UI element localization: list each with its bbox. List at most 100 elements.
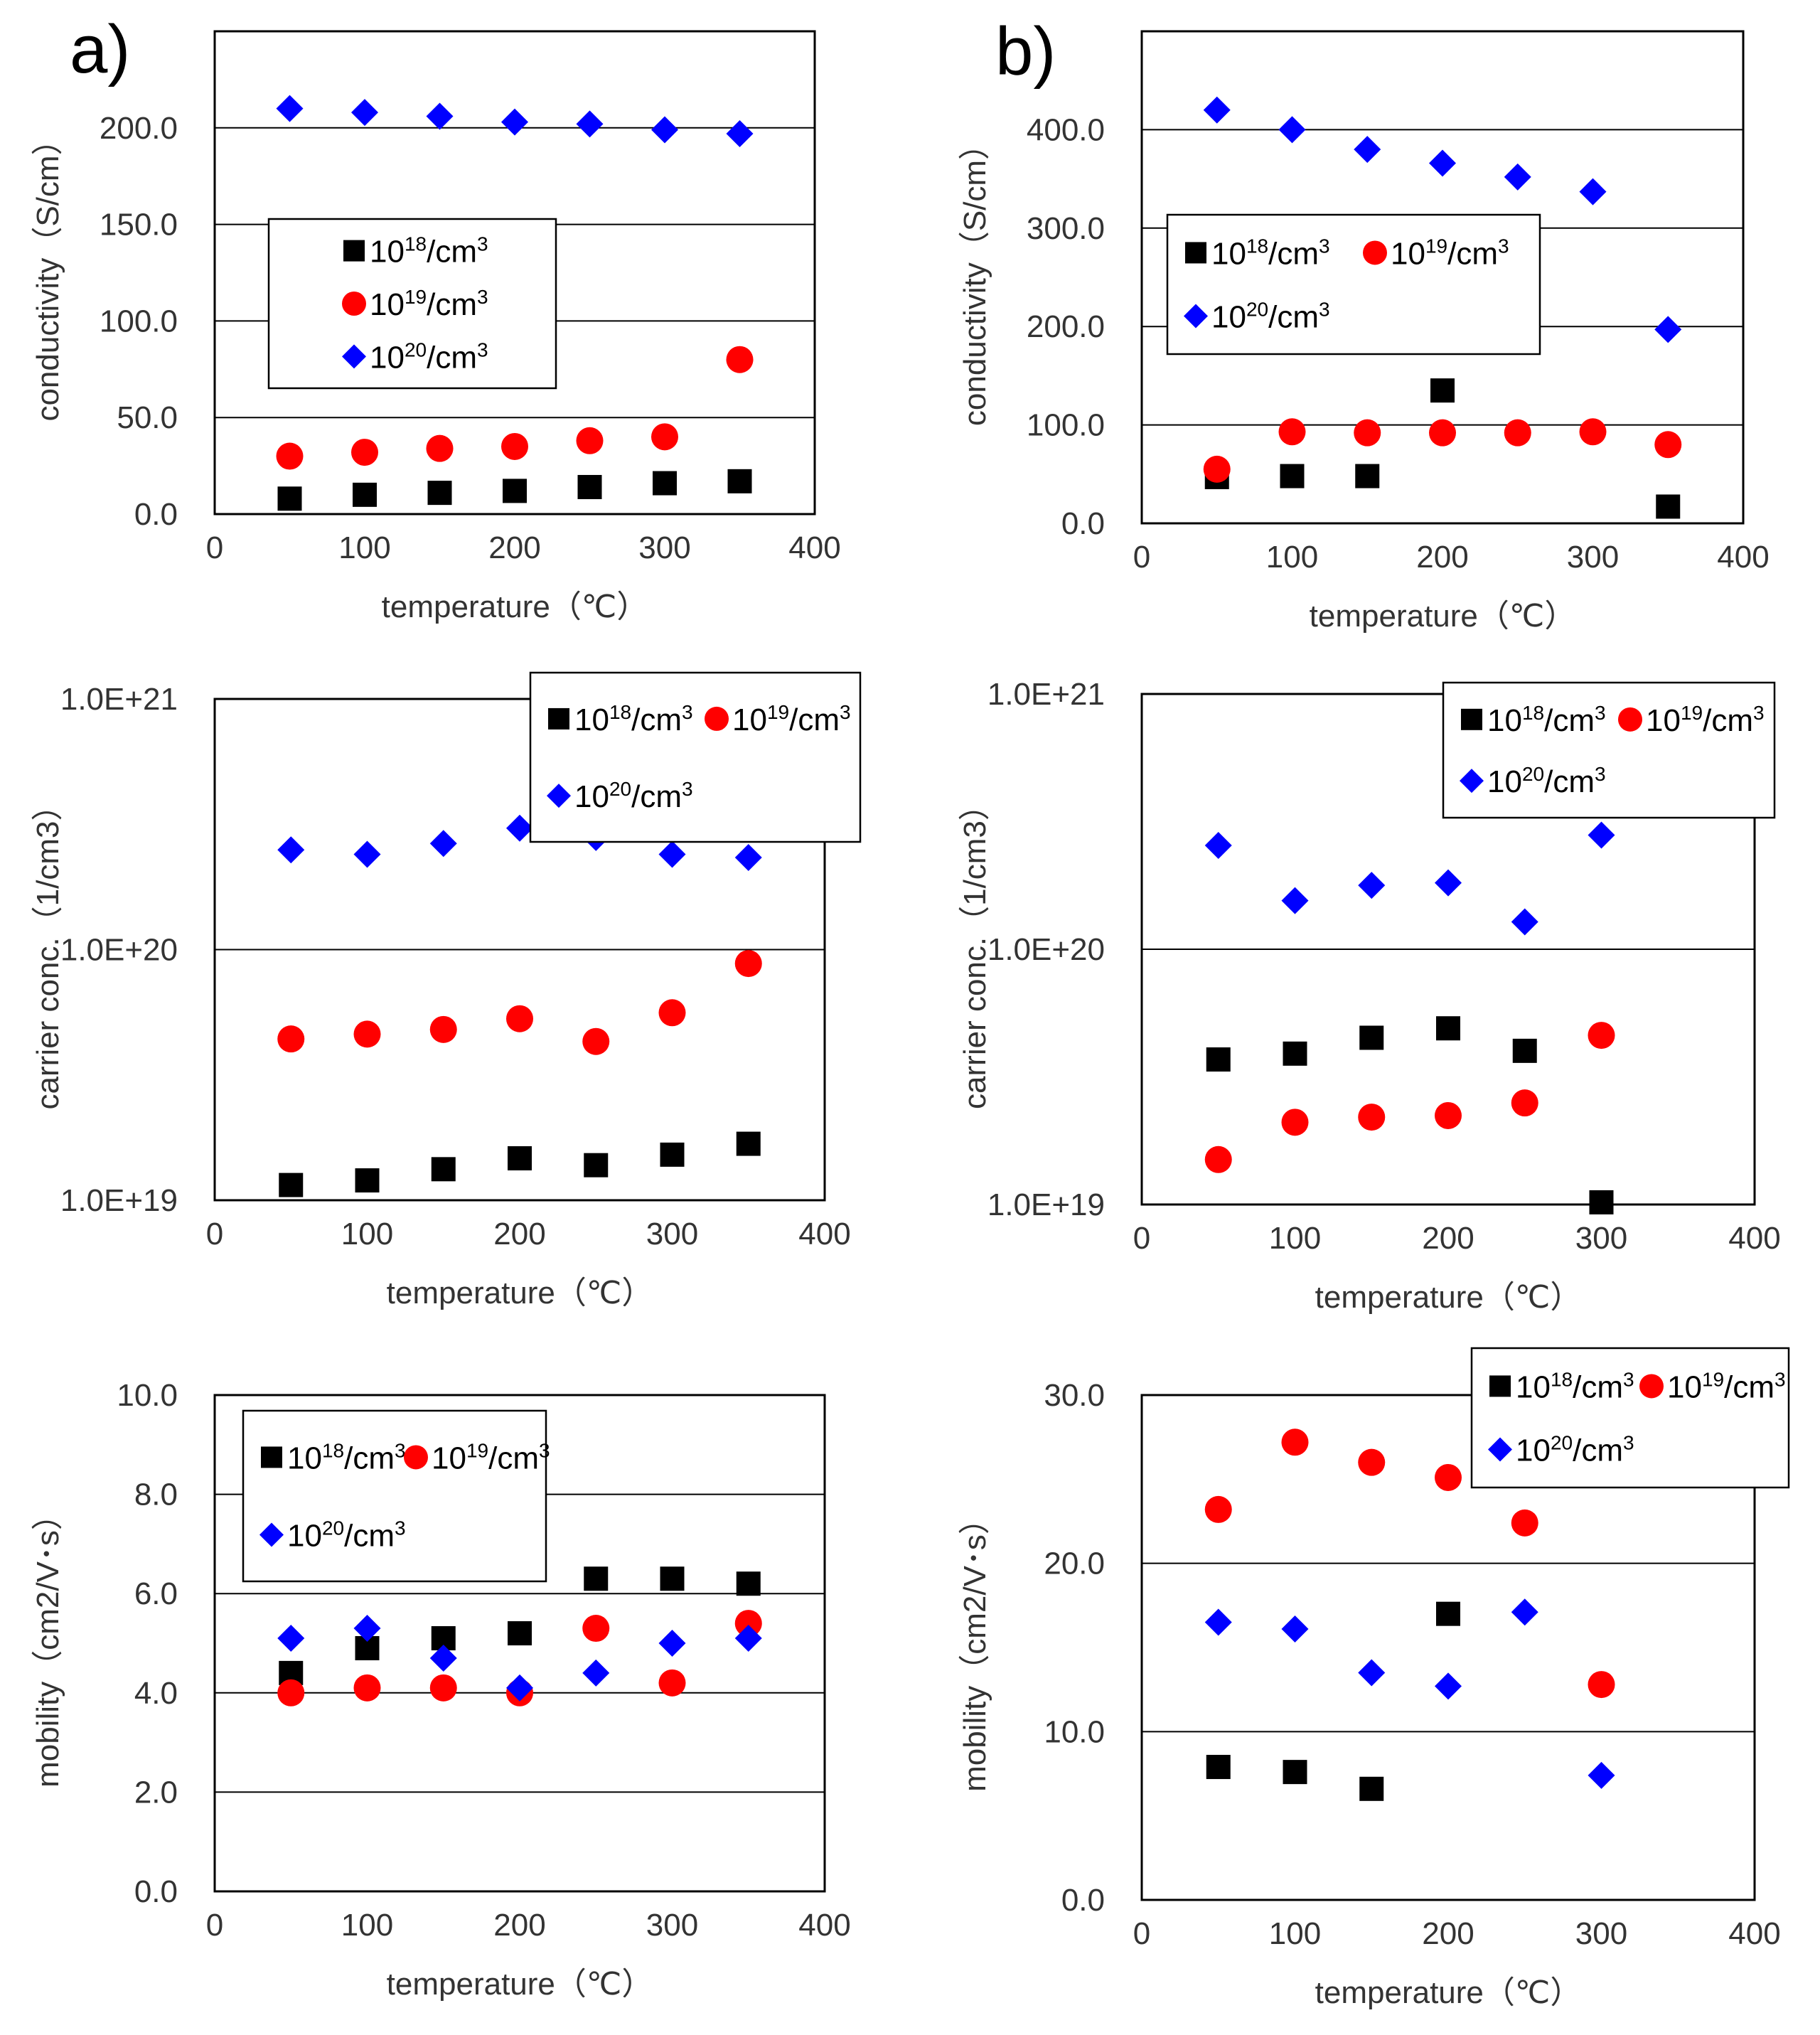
data-point: [658, 999, 686, 1027]
data-point: [1281, 887, 1309, 914]
y-tick-label: 400.0: [1027, 112, 1105, 147]
x-tick-label: 200: [1422, 1916, 1474, 1951]
data-point: [1512, 1038, 1537, 1063]
data-point: [734, 1610, 762, 1638]
series-diamond: [277, 1615, 762, 1702]
data-point: [584, 1153, 609, 1177]
series-circle: [277, 950, 762, 1055]
data-point: [501, 108, 528, 136]
data-point: [1511, 1598, 1538, 1626]
legend-box: [1470, 1347, 1790, 1489]
x-axis-title: temperature（℃）: [1315, 1280, 1582, 1315]
data-point: [1588, 1022, 1615, 1049]
legend-label: 1019​/cm3​: [1667, 1368, 1786, 1404]
data-point: [1204, 1608, 1232, 1636]
x-tick-label: 300: [1567, 540, 1619, 575]
legend-label: 1020​/cm3​: [370, 338, 488, 375]
data-point: [726, 119, 754, 147]
data-point: [1504, 419, 1531, 447]
data-point: [508, 1146, 532, 1171]
y-tick-label: 50.0: [117, 400, 178, 435]
legend-label: 1018​/cm3​: [287, 1439, 406, 1475]
y-tick-label: 10.0: [1044, 1714, 1105, 1749]
legend-marker: [547, 784, 571, 808]
data-point: [1283, 1760, 1307, 1785]
legend-marker: [1363, 240, 1387, 265]
legend-label: 1019​/cm3​: [370, 286, 488, 322]
data-point: [506, 1005, 533, 1032]
y-tick-label: 8.0: [134, 1478, 178, 1512]
y-tick-label: 1.0E+21: [987, 677, 1105, 712]
legend-label: 1018​/cm3​: [1487, 702, 1606, 738]
data-point: [1589, 1190, 1614, 1214]
data-point: [1206, 1755, 1231, 1780]
legend-label: 1020​/cm3​: [1211, 299, 1330, 335]
x-axis-title: temperature（℃）: [1315, 1975, 1582, 2010]
data-point: [576, 110, 604, 138]
series-square: [1206, 1601, 1460, 1801]
data-point: [1435, 1101, 1462, 1129]
y-tick-label: 0.0: [1061, 1883, 1105, 1918]
data-point: [277, 1679, 305, 1706]
legend-label: 1018​/cm3​: [1516, 1368, 1634, 1404]
legend-label: 1018​/cm3​: [1211, 235, 1330, 271]
data-point: [429, 830, 457, 858]
y-axis-title: carrier conc.（1/cm3）: [958, 789, 992, 1109]
legend-label: 1020​/cm3​: [1487, 763, 1606, 799]
x-tick-label: 100: [341, 1217, 393, 1251]
series-square: [277, 469, 752, 511]
panel-label-a: a): [70, 11, 130, 87]
data-point: [576, 427, 604, 454]
x-tick-label: 200: [1422, 1221, 1474, 1256]
series-circle: [1204, 1428, 1615, 1699]
legend-label: 1020​/cm3​: [1516, 1432, 1634, 1468]
data-point: [277, 1625, 305, 1652]
x-tick-label: 200: [493, 1217, 545, 1251]
data-point: [276, 442, 304, 470]
data-point: [1358, 1659, 1386, 1687]
legend-marker: [1461, 708, 1482, 730]
chart-a-carrier: 1.0E+19 1.0E+20 1.0E+21 0 100 200 300 400 temper…: [31, 671, 862, 1310]
series-circle: [1203, 418, 1682, 483]
y-tick-label: 200.0: [100, 111, 178, 146]
data-point: [1280, 464, 1305, 488]
data-point: [1588, 1671, 1615, 1699]
data-point: [353, 1674, 381, 1702]
legend-label: 1019​/cm3​: [732, 701, 851, 737]
data-point: [353, 840, 381, 868]
x-tick-label: 400: [798, 1908, 850, 1943]
legend: 1018​/cm3​ 1019​/cm3​ 1020​/cm3​: [267, 218, 557, 390]
data-point: [1656, 494, 1681, 519]
legend-marker: [343, 240, 365, 262]
x-tick-label: 0: [206, 1908, 223, 1943]
y-axis-title: conductivity（S/cm）: [31, 124, 65, 421]
x-tick-label: 100: [1269, 1221, 1321, 1256]
y-tick-label: 30.0: [1044, 1378, 1105, 1413]
data-point: [1430, 378, 1455, 403]
data-point: [651, 116, 678, 144]
legend-marker: [1488, 1437, 1512, 1462]
legend: 1018​/cm3​ 1019​/cm3​ 1020​/cm3​: [1442, 681, 1776, 819]
x-tick-label: 300: [1575, 1221, 1627, 1256]
data-point: [351, 439, 378, 466]
chart-grid: 0.0 50.0 100.0 150.0 200.0 0 100 200 300 400 tempe…: [31, 30, 1790, 2010]
data-point: [1278, 116, 1306, 144]
data-point: [431, 1157, 456, 1182]
x-tick-label: 0: [1133, 1916, 1150, 1951]
data-point: [1436, 1601, 1460, 1626]
legend-marker: [1489, 1375, 1511, 1397]
data-point: [653, 471, 677, 496]
data-point: [429, 1674, 457, 1702]
data-point: [353, 1020, 381, 1048]
data-point: [1278, 418, 1306, 446]
x-tick-label: 200: [1416, 540, 1468, 575]
chart-b-conductivity: 0.0 100.0 200.0 300.0 400.0 0 100 200 300 400 temp…: [958, 30, 1770, 634]
y-tick-label: 4.0: [134, 1676, 178, 1711]
series-diamond: [1203, 96, 1682, 343]
legend-label: 1020​/cm3​: [574, 778, 693, 814]
data-point: [582, 1659, 610, 1687]
data-point: [736, 1131, 761, 1156]
data-point: [1203, 455, 1231, 483]
data-point: [426, 102, 454, 130]
x-tick-label: 300: [1575, 1916, 1627, 1951]
